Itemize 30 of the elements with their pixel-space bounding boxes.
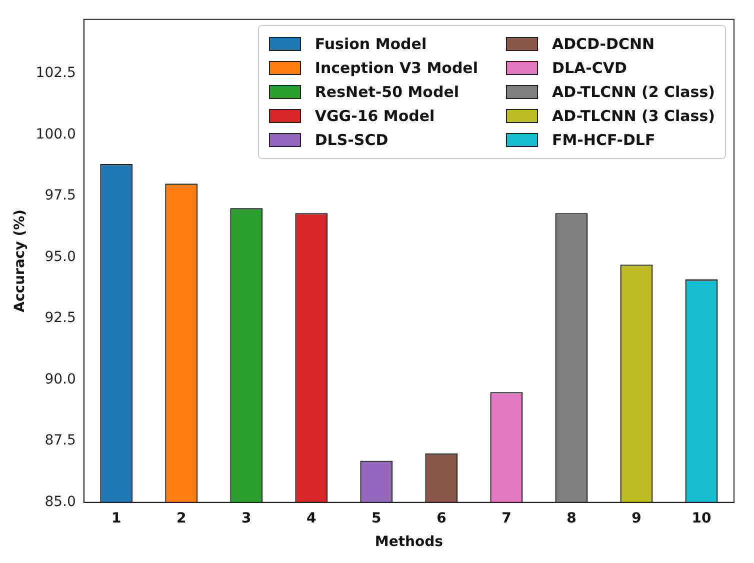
y-tick-label: 85.0 xyxy=(44,494,76,510)
x-tick-label: 2 xyxy=(176,510,186,526)
legend-label: AD-TLCNN (3 Class) xyxy=(552,107,715,126)
legend-label: ADCD-DCNN xyxy=(552,35,655,54)
y-tick-label: 95.0 xyxy=(44,248,76,265)
x-tick-label: 7 xyxy=(502,510,512,526)
y-tick-label: 102.5 xyxy=(36,64,76,81)
legend-label: ResNet-50 Model xyxy=(314,83,460,102)
legend-label: DLS-SCD xyxy=(314,131,388,150)
y-tick-label: 97.5 xyxy=(44,188,76,204)
legend-label: Inception V3 Model xyxy=(314,59,478,78)
legend-label: FM-HCF-DLF xyxy=(552,131,656,150)
y-tick-label: 92.5 xyxy=(44,310,76,326)
y-tick-label: 90.0 xyxy=(44,371,76,388)
x-tick-label: 6 xyxy=(436,510,446,526)
legend-label: DLA-CVD xyxy=(552,59,627,78)
x-tick-label: 5 xyxy=(372,510,382,526)
y-tick-label: 100.0 xyxy=(36,126,76,142)
x-tick-label: 10 xyxy=(692,510,712,526)
y-axis-title: Accuracy (%) xyxy=(12,209,28,312)
y-tick-label: 87.5 xyxy=(44,432,76,449)
x-tick-label: 4 xyxy=(306,510,317,526)
legend-label: Fusion Model xyxy=(314,35,427,54)
x-tick-label: 8 xyxy=(566,510,576,526)
legend-label: AD-TLCNN (2 Class) xyxy=(552,83,715,102)
legend-label: VGG-16 Model xyxy=(314,107,435,126)
x-tick-label: 3 xyxy=(242,510,252,526)
x-tick-label: 1 xyxy=(112,510,122,526)
x-tick-label: 9 xyxy=(632,510,642,526)
x-axis-title: Methods xyxy=(374,534,443,550)
